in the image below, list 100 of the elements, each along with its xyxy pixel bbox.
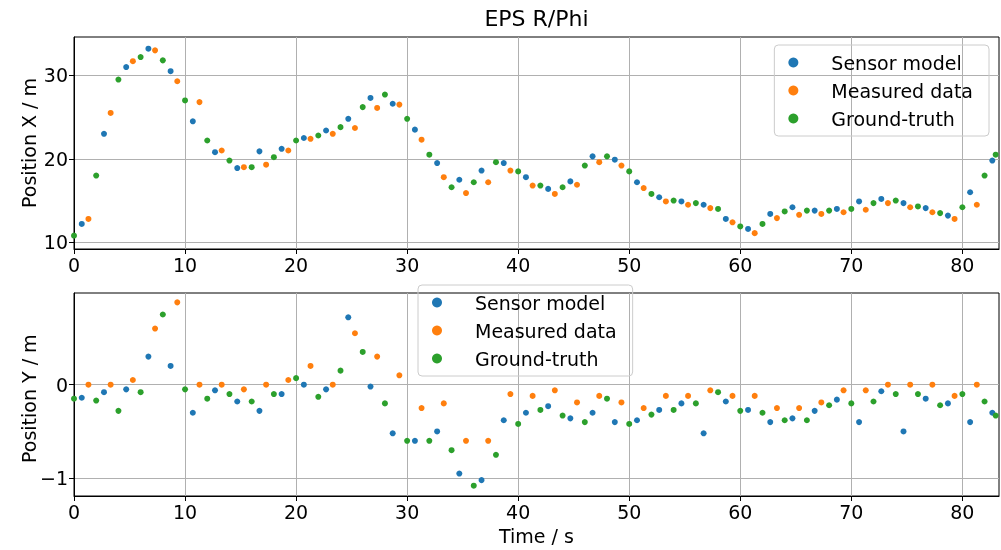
point [174, 299, 181, 306]
point [722, 215, 729, 222]
point [618, 162, 625, 169]
point [803, 417, 810, 424]
point [218, 381, 225, 388]
point [182, 97, 189, 104]
point [789, 204, 796, 211]
point [618, 399, 625, 406]
point [574, 181, 581, 188]
point [892, 391, 899, 398]
point [396, 372, 403, 379]
point [581, 419, 588, 426]
point [248, 164, 255, 171]
point [240, 164, 247, 171]
point [367, 383, 374, 390]
point [862, 206, 869, 213]
point [833, 396, 840, 403]
point [396, 101, 403, 108]
point [826, 402, 833, 409]
point [93, 397, 100, 404]
point [856, 198, 863, 205]
point [278, 391, 285, 398]
point [914, 203, 921, 210]
point [773, 215, 780, 222]
point [440, 174, 447, 181]
point [226, 157, 233, 164]
legend-label: Measured data [831, 79, 974, 102]
point [759, 409, 766, 416]
point [389, 430, 396, 437]
point [189, 409, 196, 416]
point [737, 407, 744, 414]
point [129, 377, 136, 383]
point [500, 160, 507, 167]
point [93, 172, 100, 179]
point [715, 205, 722, 212]
point [907, 204, 914, 211]
point [71, 232, 77, 239]
point [973, 201, 980, 208]
point [462, 437, 469, 444]
point [559, 184, 566, 191]
point [381, 91, 388, 98]
point [522, 174, 529, 181]
point [418, 405, 425, 412]
point [359, 348, 366, 355]
point [485, 437, 492, 444]
point [900, 200, 907, 207]
point [270, 391, 277, 398]
point [884, 381, 891, 388]
point [456, 176, 463, 183]
point [492, 159, 499, 166]
point [640, 405, 647, 412]
point [840, 209, 847, 216]
x-tick-label: 80 [950, 500, 975, 523]
point [981, 398, 988, 405]
point [878, 195, 885, 202]
x-tick-label: 40 [506, 253, 531, 276]
point [189, 118, 196, 125]
point [470, 179, 477, 186]
point [745, 225, 752, 232]
point [367, 94, 374, 101]
point [589, 153, 596, 160]
x-tick-label: 10 [172, 253, 198, 276]
point [567, 415, 574, 422]
point [959, 391, 966, 398]
point [796, 211, 803, 218]
point [751, 230, 758, 237]
point [240, 386, 247, 393]
point [937, 402, 944, 409]
point [729, 392, 736, 399]
point [611, 156, 618, 163]
point [315, 393, 322, 400]
point [285, 377, 292, 383]
point [545, 403, 552, 410]
point [478, 167, 485, 174]
point [596, 159, 603, 166]
point [123, 386, 130, 393]
point [507, 391, 514, 398]
point [840, 387, 847, 394]
x-tick-label: 30 [395, 500, 420, 523]
point [515, 168, 522, 175]
point [285, 147, 292, 154]
point [440, 400, 447, 407]
point [796, 405, 803, 412]
point [545, 185, 552, 192]
point [914, 391, 921, 398]
point [729, 219, 736, 226]
point [345, 115, 352, 122]
point [715, 389, 722, 396]
point [929, 209, 936, 216]
point [107, 381, 114, 388]
point [123, 64, 130, 71]
point [937, 210, 944, 217]
point [478, 477, 485, 484]
point [307, 135, 314, 142]
point [967, 419, 974, 426]
point [745, 406, 752, 413]
point [803, 207, 810, 214]
legend-label: Measured data [475, 319, 617, 342]
point [167, 362, 174, 369]
point [551, 387, 558, 394]
